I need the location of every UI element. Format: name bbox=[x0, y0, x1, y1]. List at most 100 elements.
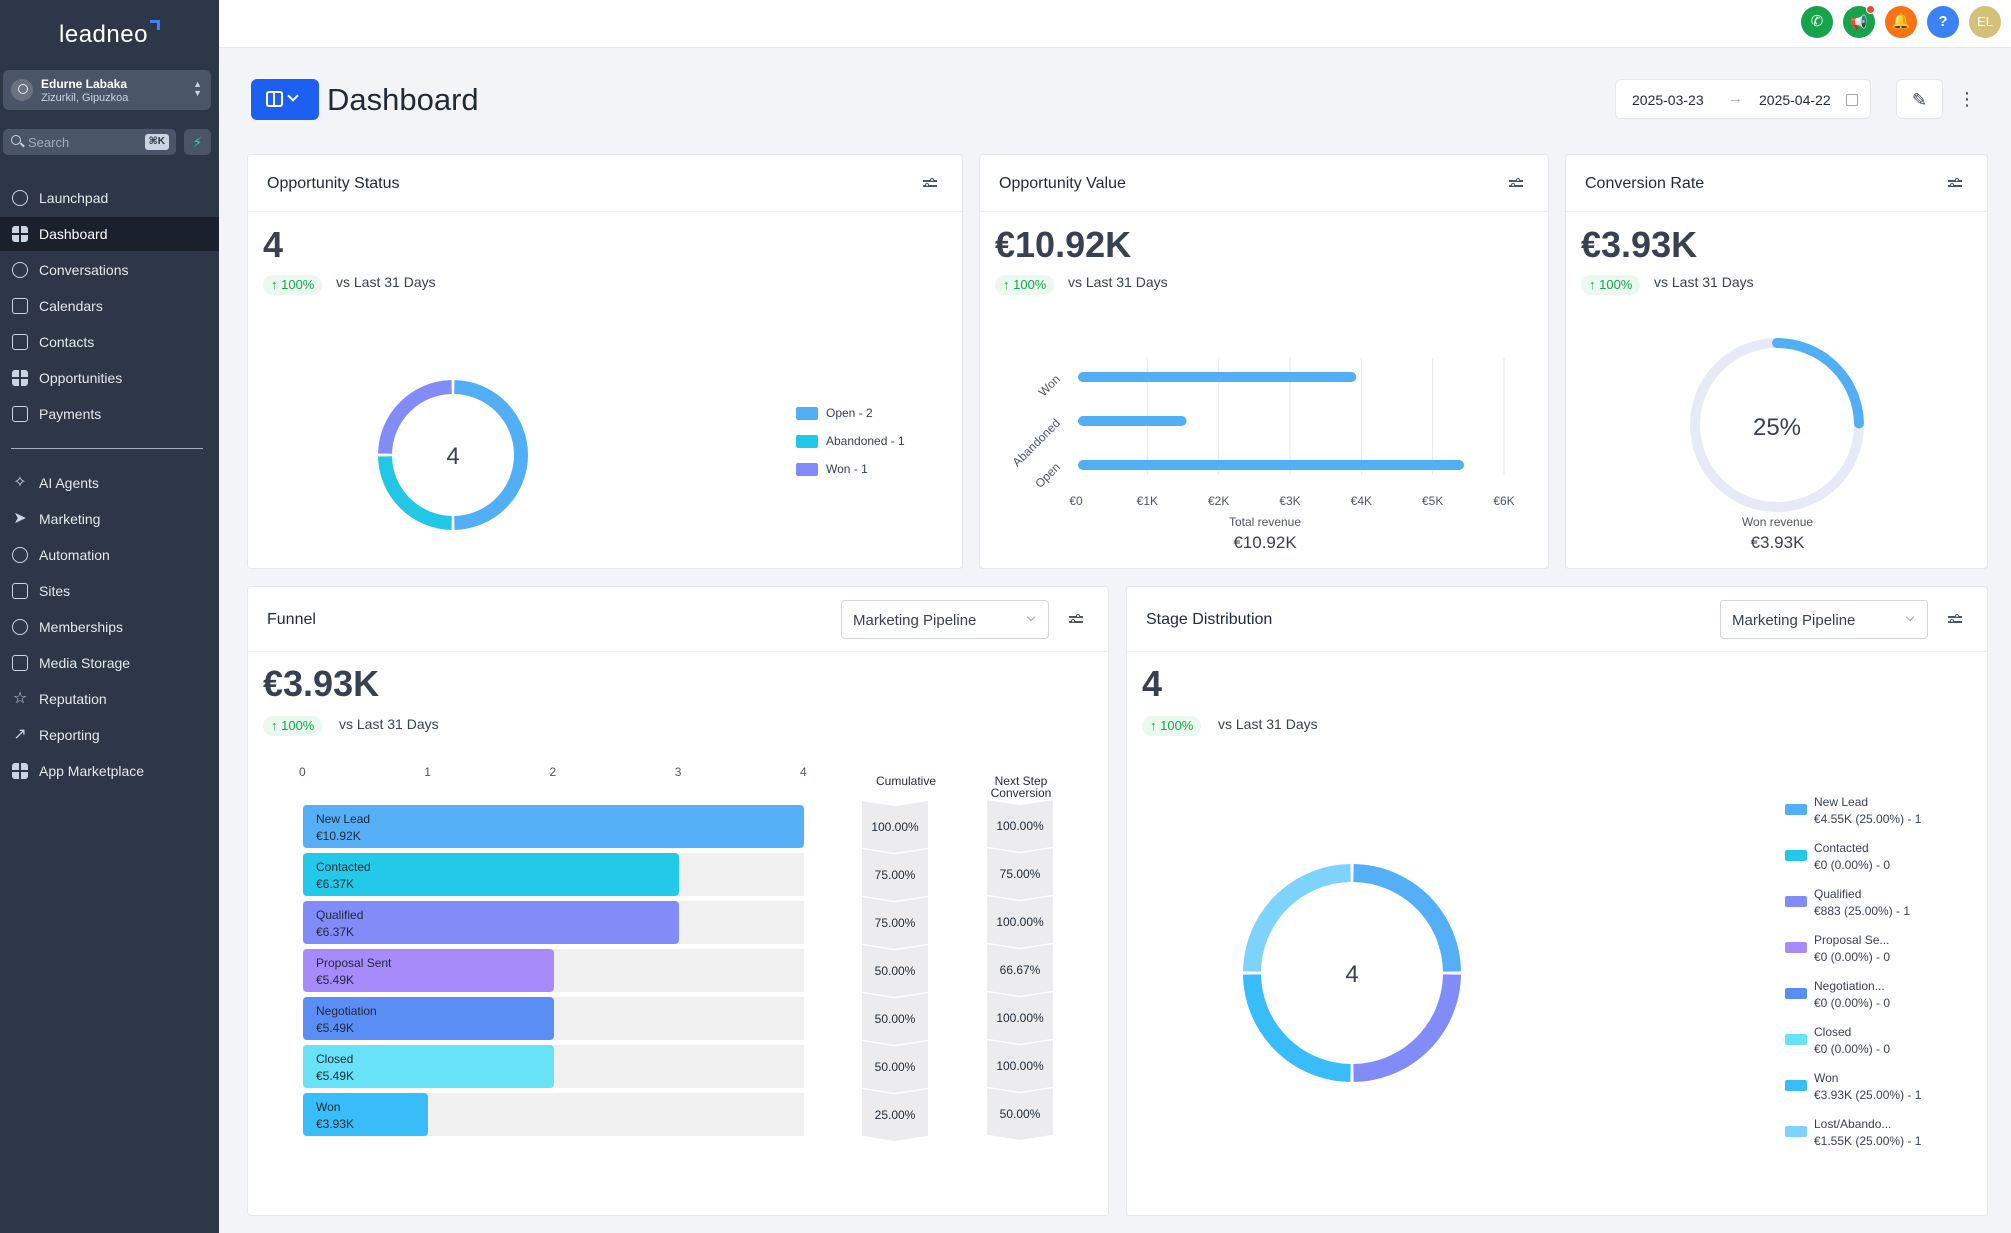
sidebar-item-launchpad[interactable]: Launchpad bbox=[0, 181, 219, 215]
sidebar-item-label: Sites bbox=[39, 583, 71, 599]
page-title: Dashboard bbox=[327, 82, 479, 117]
sidebar-item-label: App Marketplace bbox=[39, 763, 145, 779]
next-step-cell: 50.00% bbox=[987, 1088, 1053, 1140]
pipeline-select[interactable]: Marketing Pipeline bbox=[841, 600, 1049, 639]
funnel-x-tick-label: 1 bbox=[424, 765, 431, 779]
donut-center-label: 4 bbox=[1345, 961, 1358, 988]
sidebar-item-automation[interactable]: Automation bbox=[0, 538, 219, 572]
card-header: Stage Distribution Marketing Pipeline bbox=[1127, 587, 1987, 652]
funnel-bar-new-lead[interactable]: New Lead €10.92K bbox=[303, 805, 804, 848]
donut-segment-won[interactable] bbox=[378, 380, 453, 455]
legend-swatch bbox=[1785, 1034, 1807, 1045]
funnel-bar-negotiation[interactable]: Negotiation €5.49K bbox=[303, 997, 554, 1040]
phone-icon[interactable]: ✆ bbox=[1801, 6, 1833, 38]
donut-segment-lost-abandoned[interactable] bbox=[1243, 864, 1351, 972]
sidebar-item-opportunities[interactable]: Opportunities bbox=[0, 361, 219, 395]
legend-swatch bbox=[796, 434, 818, 448]
donut-segment-open[interactable] bbox=[454, 380, 528, 530]
funnel-stage-name: New Lead bbox=[316, 812, 371, 826]
legend-swatch bbox=[796, 406, 818, 420]
funnel-stage-name: Closed bbox=[316, 1052, 354, 1066]
legend-won[interactable]: Won - 1 bbox=[796, 462, 868, 476]
stage-legend-item[interactable]: Qualified €883 (25.00%) - 1 bbox=[1785, 886, 1911, 920]
date-range-picker[interactable]: 2025-03-23 → 2025-04-22 bbox=[1615, 79, 1871, 119]
stage-legend-item[interactable]: Closed €0 (0.00%) - 0 bbox=[1785, 1024, 1890, 1058]
help-icon[interactable]: ? bbox=[1927, 6, 1959, 38]
bar-open[interactable] bbox=[1078, 460, 1465, 470]
funnel-bar-qualified[interactable]: Qualified €6.37K bbox=[303, 901, 679, 944]
stage-legend-item[interactable]: Lost/Abando... €1.55K (25.00%) - 1 bbox=[1785, 1116, 1921, 1150]
sidebar-item-media-storage[interactable]: Media Storage bbox=[0, 646, 219, 680]
stage-legend-item[interactable]: Negotiation... €0 (0.00%) - 0 bbox=[1785, 978, 1890, 1012]
filter-settings-icon[interactable] bbox=[1068, 611, 1084, 627]
layout-icon bbox=[266, 91, 283, 107]
filter-settings-icon[interactable] bbox=[1508, 175, 1524, 191]
cumulative-cell: 75.00% bbox=[862, 897, 928, 949]
legend-swatch bbox=[1785, 1126, 1807, 1137]
sidebar-item-sites[interactable]: Sites bbox=[0, 574, 219, 608]
legend-abandoned[interactable]: Abandoned - 1 bbox=[796, 434, 905, 448]
funnel-stage-name: Qualified bbox=[316, 908, 364, 922]
sidebar-item-dashboard[interactable]: Dashboard bbox=[0, 217, 219, 251]
account-switcher[interactable]: Edurne Labaka Zizurkil, Gipuzkoa ▲ ▼ bbox=[3, 70, 211, 110]
bar-won[interactable] bbox=[1078, 372, 1357, 382]
dashboard-switcher-button[interactable] bbox=[251, 79, 319, 120]
search-shortcut: ⌘K bbox=[144, 134, 169, 150]
sidebar-item-contacts[interactable]: Contacts bbox=[0, 325, 219, 359]
search-input[interactable]: Search ⌘K bbox=[3, 129, 176, 155]
chevron-down-icon bbox=[1026, 612, 1036, 622]
more-options-icon[interactable]: ⋮ bbox=[1958, 89, 1976, 109]
next-step-cell: 100.00% bbox=[987, 896, 1053, 948]
sidebar-item-marketing[interactable]: ➤ Marketing bbox=[0, 502, 219, 536]
donut-segment-won[interactable] bbox=[1243, 974, 1351, 1082]
donut-segment-qualified[interactable] bbox=[1353, 974, 1461, 1082]
bell-icon[interactable]: 🔔 bbox=[1885, 6, 1917, 38]
card-header: Opportunity Status bbox=[248, 155, 962, 212]
filter-settings-icon[interactable] bbox=[1947, 175, 1963, 191]
next-step-cell: 66.67% bbox=[987, 944, 1053, 996]
y-tick-label: Abandoned bbox=[1010, 416, 1063, 469]
sidebar-item-label: Reputation bbox=[39, 691, 107, 707]
stage-legend-item[interactable]: Proposal Se... €0 (0.00%) - 0 bbox=[1785, 932, 1890, 966]
sparkle-icon: ✧ bbox=[13, 474, 27, 491]
next-step-cell: 100.00% bbox=[987, 992, 1053, 1044]
logo[interactable]: leadneo bbox=[0, 20, 219, 49]
stage-legend-item[interactable]: Contacted €0 (0.00%) - 0 bbox=[1785, 840, 1890, 874]
pipeline-select-value: Marketing Pipeline bbox=[853, 612, 977, 629]
quick-action-bolt-icon[interactable]: ⚡ bbox=[184, 129, 211, 155]
legend-open[interactable]: Open - 2 bbox=[796, 406, 873, 420]
date-to: 2025-04-22 bbox=[1759, 92, 1831, 108]
filter-settings-icon[interactable] bbox=[922, 175, 938, 191]
donut-segment-abandoned[interactable] bbox=[378, 455, 453, 530]
sidebar-item-reputation[interactable]: ☆ Reputation bbox=[0, 682, 219, 716]
comparison-text: vs Last 31 Days bbox=[336, 274, 436, 290]
donut-segments bbox=[1243, 864, 1461, 1082]
stage-legend-item[interactable]: New Lead €4.55K (25.00%) - 1 bbox=[1785, 794, 1922, 828]
funnel-bar-closed[interactable]: Closed €5.49K bbox=[303, 1045, 554, 1088]
sidebar-item-reporting[interactable]: ↗ Reporting bbox=[0, 718, 219, 752]
donut-segment-new-lead[interactable] bbox=[1353, 864, 1461, 972]
funnel-bar-proposal-sent[interactable]: Proposal Sent €5.49K bbox=[303, 949, 554, 992]
change-badge: ↑ 100% bbox=[1142, 716, 1202, 736]
legend-label: Abandoned - 1 bbox=[826, 434, 905, 448]
bar-abandoned[interactable] bbox=[1078, 416, 1187, 426]
sidebar-item-ai-agents[interactable]: ✧ AI Agents bbox=[0, 466, 219, 500]
sidebar-item-conversations[interactable]: Conversations bbox=[0, 253, 219, 287]
sidebar-item-memberships[interactable]: Memberships bbox=[0, 610, 219, 644]
sidebar-item-app-marketplace[interactable]: App Marketplace bbox=[0, 754, 219, 788]
sidebar-item-label: Payments bbox=[39, 406, 102, 422]
sidebar-item-calendars[interactable]: Calendars bbox=[0, 289, 219, 323]
pipeline-select[interactable]: Marketing Pipeline bbox=[1720, 600, 1928, 639]
stage-legend-item[interactable]: Won €3.93K (25.00%) - 1 bbox=[1785, 1070, 1921, 1104]
avatar[interactable]: EL bbox=[1969, 6, 2001, 38]
funnel-bar-contacted[interactable]: Contacted €6.37K bbox=[303, 853, 679, 896]
metric-value: 4 bbox=[1142, 663, 1163, 704]
filter-settings-icon[interactable] bbox=[1947, 611, 1963, 627]
legend-stage-detail: €4.55K (25.00%) - 1 bbox=[1814, 812, 1922, 826]
legend-stage-detail: €883 (25.00%) - 1 bbox=[1814, 904, 1911, 918]
funnel-bar-won[interactable]: Won €3.93K bbox=[303, 1093, 429, 1136]
comparison-text: vs Last 31 Days bbox=[1654, 274, 1754, 290]
sidebar-item-payments[interactable]: Payments bbox=[0, 397, 219, 431]
date-from: 2025-03-23 bbox=[1632, 92, 1704, 108]
edit-button[interactable]: ✎ bbox=[1896, 79, 1943, 119]
